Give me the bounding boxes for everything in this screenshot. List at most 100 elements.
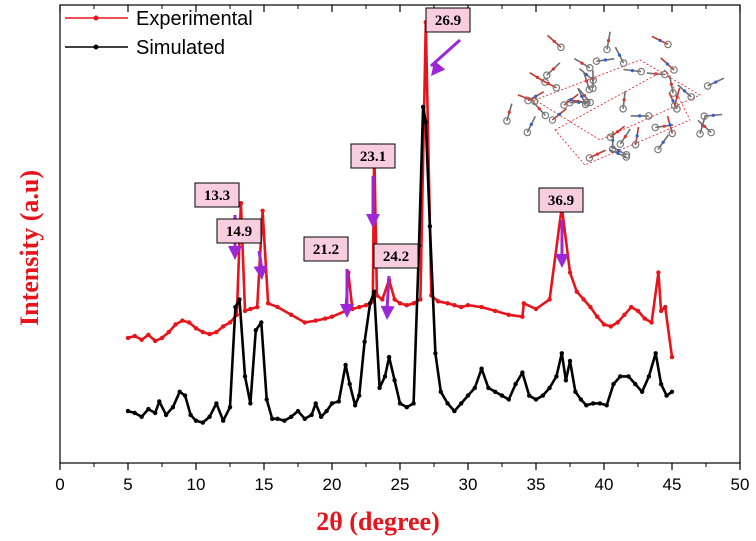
annotation-box (538, 187, 584, 213)
atom (617, 53, 622, 57)
peak-annotations: 13.3 14.9 21.2 23.1 24.2 26.9 36.9 (194, 7, 584, 320)
data-point-simulated (520, 370, 525, 375)
data-point-simulated (386, 354, 392, 360)
data-point-simulated (486, 385, 491, 391)
data-point-experimental (200, 329, 205, 335)
x-tick-label: 45 (663, 475, 682, 494)
data-point-simulated (533, 397, 539, 402)
annotation-box (350, 143, 396, 169)
atom (551, 67, 556, 71)
data-point-simulated (295, 408, 301, 414)
x-tick-label: 10 (187, 475, 206, 494)
series-line-experimental (127, 20, 674, 358)
data-point-experimental (392, 297, 397, 302)
data-point-simulated (618, 374, 623, 379)
data-point-simulated (527, 393, 532, 398)
atom (534, 94, 538, 98)
data-point-simulated (343, 362, 348, 368)
data-point-simulated (669, 389, 675, 394)
data-point-simulated (139, 414, 144, 419)
atom (622, 98, 626, 102)
data-point-experimental (248, 306, 253, 312)
data-point-experimental (265, 301, 271, 306)
data-point-simulated (626, 374, 631, 379)
annotation-arrow-head (431, 60, 446, 76)
ring (589, 76, 598, 85)
peak-annotation-23-1: 23.1 (350, 143, 396, 228)
atom (507, 110, 511, 114)
data-point-simulated (270, 416, 275, 421)
data-point-experimental (227, 320, 233, 325)
annotation-label: 24.2 (383, 249, 409, 265)
legend-label-simulated: Simulated (136, 37, 225, 59)
data-point-simulated (590, 401, 596, 406)
atom (714, 80, 718, 84)
data-point-simulated (493, 389, 498, 394)
ring (616, 140, 625, 148)
data-point-experimental (242, 308, 248, 314)
data-point-experimental (380, 297, 385, 302)
ring (637, 67, 646, 76)
atom (557, 112, 562, 116)
data-point-simulated (584, 403, 589, 408)
data-point-simulated (633, 381, 638, 387)
data-point-simulated (153, 410, 158, 416)
data-point-experimental (323, 316, 328, 321)
ring (552, 84, 561, 92)
data-point-experimental (642, 316, 647, 321)
data-point-simulated (367, 301, 373, 306)
x-tick-label: 25 (391, 475, 410, 494)
data-point-simulated (423, 120, 428, 125)
atom (682, 89, 687, 93)
annotation-label: 21.2 (313, 242, 339, 258)
data-point-simulated (289, 414, 294, 419)
data-point-simulated (559, 351, 564, 356)
x-tick-label: 15 (255, 475, 274, 494)
ring (606, 133, 615, 142)
data-point-simulated (411, 401, 416, 406)
data-point-simulated (125, 408, 131, 414)
data-point-simulated (170, 405, 176, 410)
ring (585, 85, 594, 94)
data-point-simulated (597, 401, 603, 406)
data-point-experimental (520, 314, 525, 319)
peak-annotation-36-9: 36.9 (538, 187, 584, 268)
atom (617, 148, 621, 153)
data-point-simulated (237, 297, 242, 302)
data-point-simulated (324, 408, 329, 414)
data-point-experimental (418, 297, 423, 302)
data-point-simulated (157, 399, 162, 404)
data-point-simulated (132, 410, 137, 416)
atom (585, 79, 589, 83)
annotation-box (216, 218, 262, 244)
atom (615, 130, 620, 134)
data-point-simulated (554, 374, 559, 379)
data-point-experimental (193, 326, 199, 331)
atom (711, 113, 715, 117)
data-point-simulated (221, 418, 226, 423)
data-point-simulated (438, 389, 443, 394)
data-point-experimental (656, 270, 661, 275)
data-point-experimental (445, 301, 450, 306)
data-point-experimental (547, 297, 552, 302)
data-point-experimental (302, 320, 307, 325)
peak-annotation-24-2: 24.2 (373, 243, 419, 320)
x-tick-label: 35 (527, 475, 546, 494)
annotation-arrow-shaft (385, 275, 391, 311)
data-point-experimental (479, 304, 484, 310)
atom (537, 107, 541, 111)
data-point-simulated (352, 403, 358, 408)
data-point-simulated (207, 414, 212, 419)
data-point-simulated (318, 414, 324, 419)
atom (635, 134, 639, 138)
data-point-simulated (329, 401, 335, 406)
series-layer (125, 20, 675, 425)
data-point-experimental (238, 201, 244, 206)
plot-frame (59, 4, 741, 464)
peak-annotation-26-9: 26.9 (425, 7, 471, 76)
ring (585, 64, 594, 72)
data-point-simulated (146, 406, 151, 412)
data-point-simulated (658, 381, 664, 387)
data-point-simulated (382, 374, 388, 379)
y-axis-title: Intensity (a.u) (15, 170, 44, 326)
